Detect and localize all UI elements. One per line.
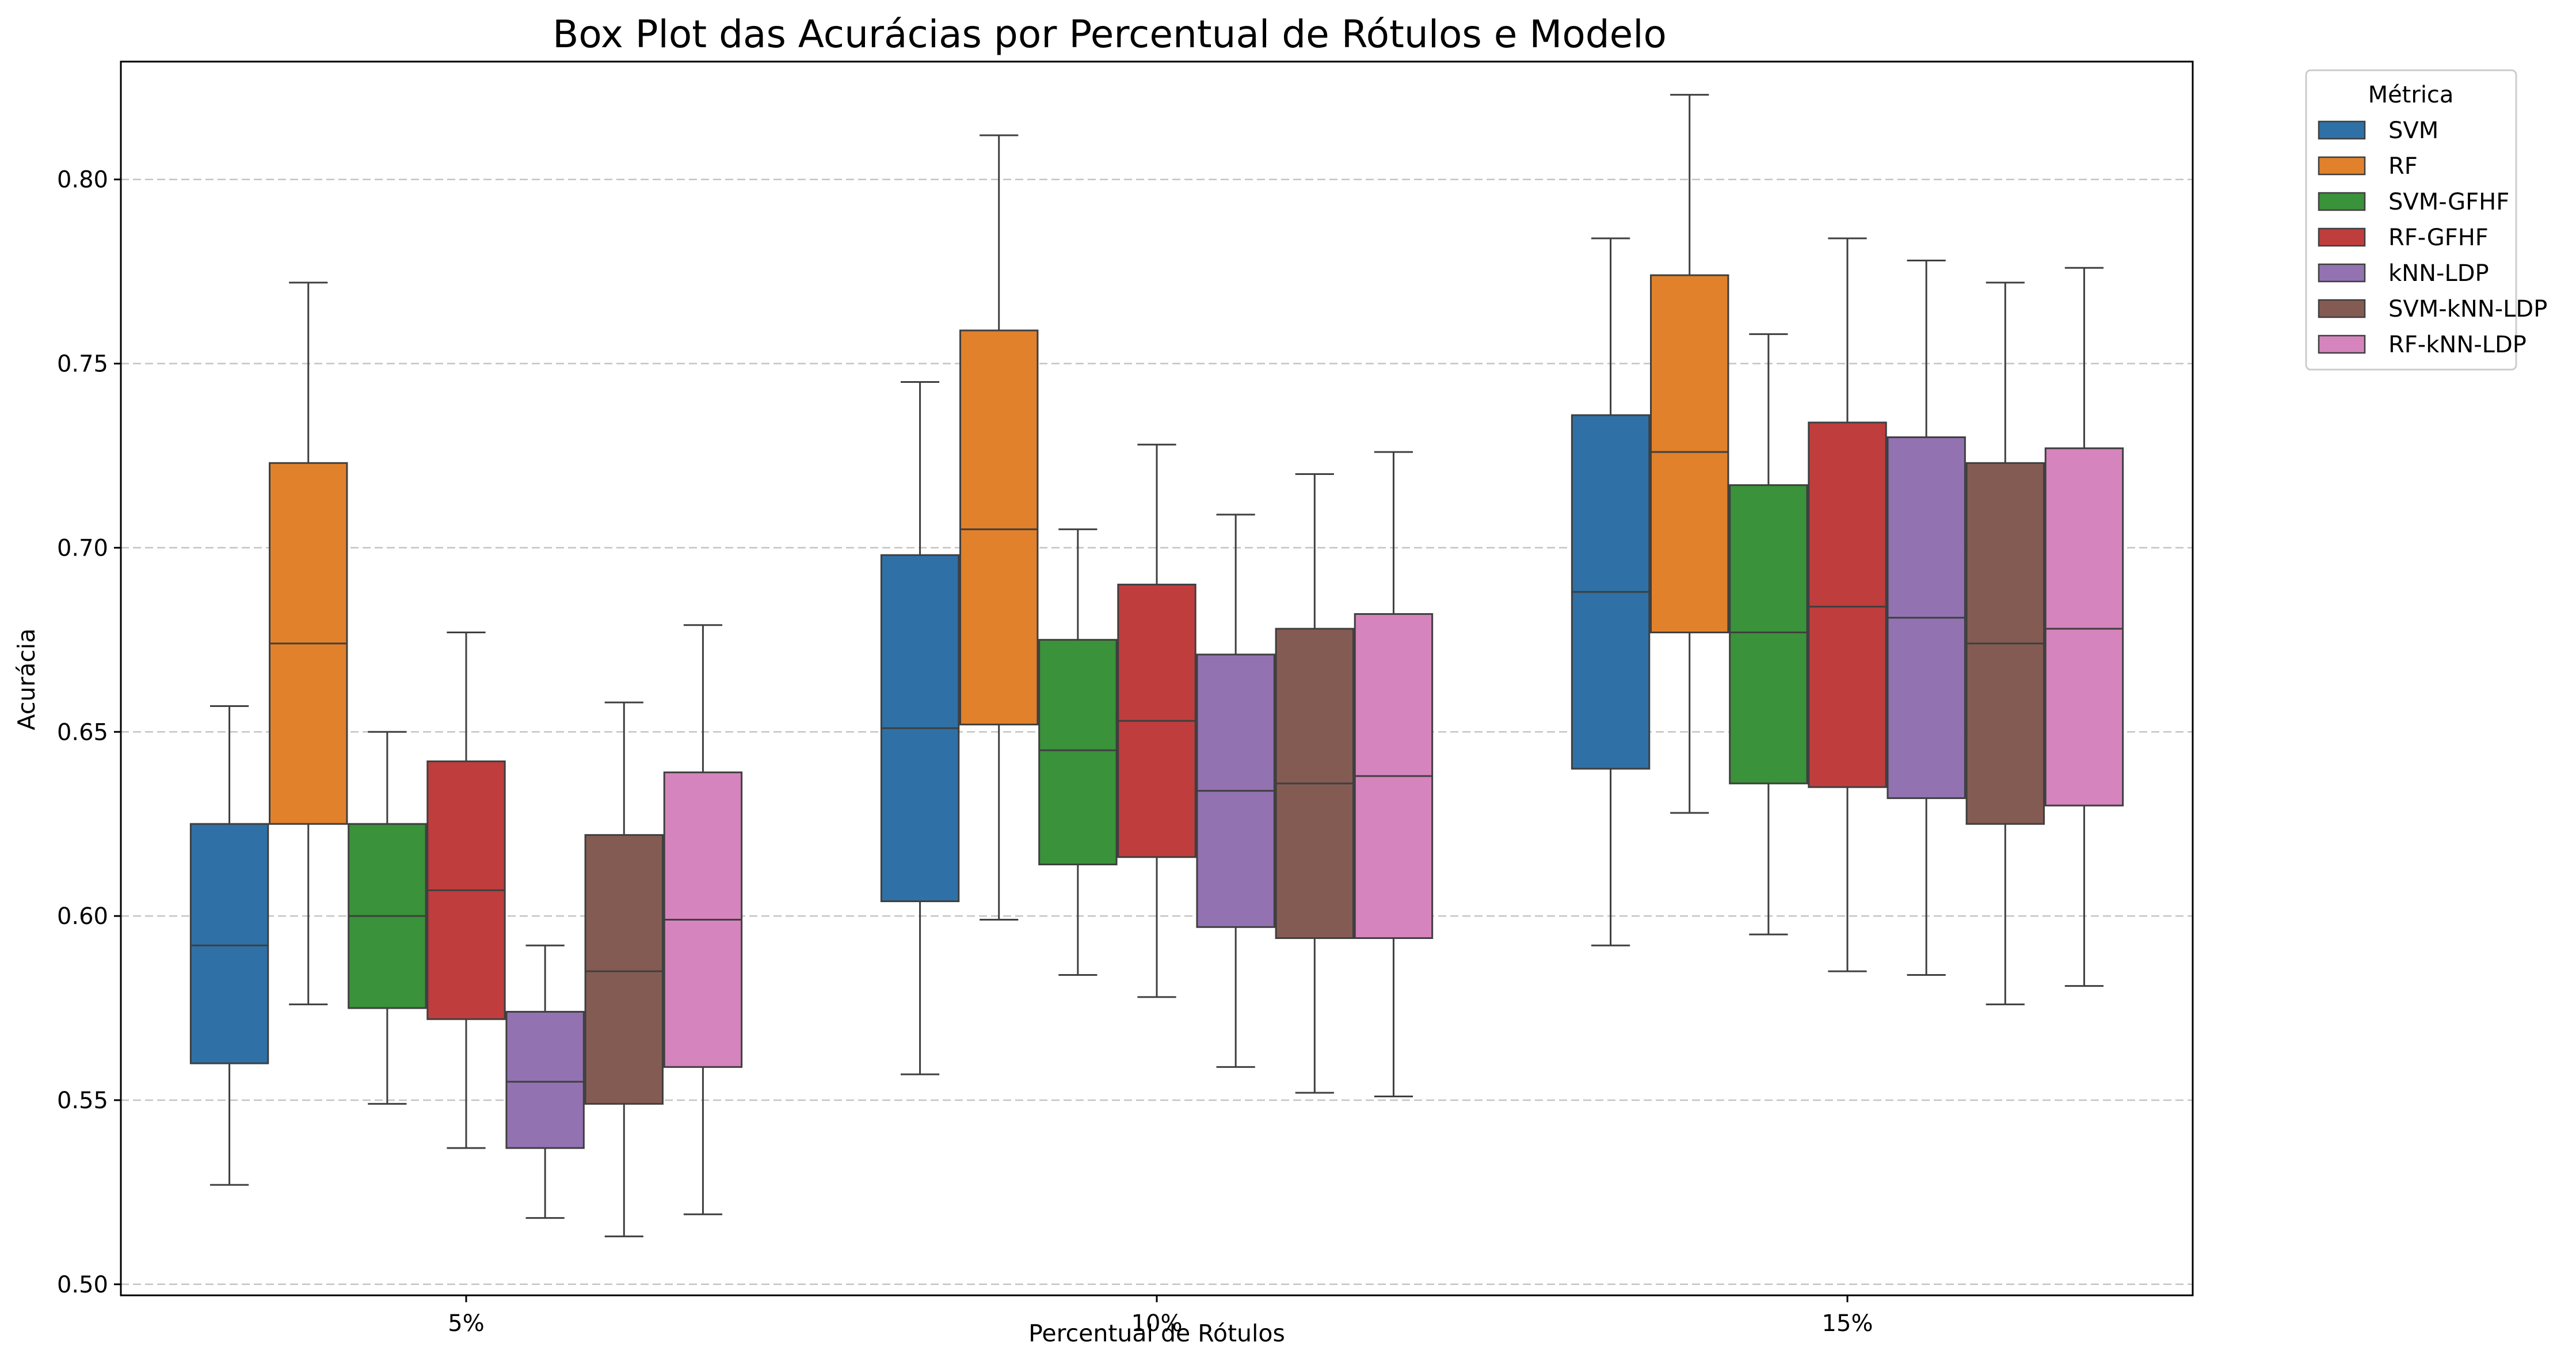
box-svm-2 (1571, 237, 1651, 946)
y-axis-label: Acurácia (13, 629, 40, 731)
legend-swatch-svm-gfhf (2318, 192, 2366, 211)
box-rf-knn-ldp-2 (2044, 267, 2124, 987)
y-tick-label: 0.70 (57, 535, 108, 561)
legend-swatch-rf-knn-ldp (2318, 334, 2366, 354)
box-svm-1 (880, 381, 960, 1075)
legend-label-rf-knn-ldp: RF-kNN-LDP (2388, 332, 2527, 358)
box-iqr (1038, 638, 1118, 866)
box-knn-ldp-1 (1196, 514, 1275, 1068)
chart-title: Box Plot das Acurácias por Percentual de… (552, 12, 1667, 56)
box-iqr (2044, 447, 2124, 807)
legend-label-svm-knn-ldp: SVM-kNN-LDP (2388, 296, 2547, 322)
legend-title: Métrica (2368, 82, 2454, 108)
box-knn-ldp-0 (505, 944, 585, 1219)
box-iqr (189, 823, 269, 1064)
legend-swatch-rf-gfhf (2318, 227, 2366, 247)
x-axis-label: Percentual de Rótulos (1028, 1320, 1285, 1347)
box-rf-gfhf-0 (426, 632, 506, 1149)
box-iqr (1808, 421, 1887, 788)
x-tick-label: 15% (1822, 1310, 1873, 1337)
legend: Métrica SVM RF SVM-GFHF RF-GFHF kNN-LDP SVM-k… (2305, 69, 2547, 371)
y-tick-label: 0.65 (57, 719, 108, 746)
box-svm-gfhf-0 (348, 731, 427, 1105)
legend-swatch-svm (2318, 120, 2366, 140)
box-rf-1 (959, 134, 1039, 921)
legend-label-svm-gfhf: SVM-GFHF (2388, 189, 2509, 215)
x-tick-label: 10% (1131, 1310, 1183, 1337)
y-tick-label: 0.50 (57, 1272, 108, 1298)
legend-label-svm: SVM (2388, 117, 2438, 144)
x-axis-ticks: 5% 10% 15% (448, 1295, 1873, 1337)
box-svm-knn-ldp-0 (584, 701, 664, 1238)
y-tick-label: 0.55 (57, 1088, 108, 1114)
legend-label-rf-gfhf: RF-GFHF (2388, 225, 2489, 251)
box-rf-2 (1650, 94, 1729, 814)
x-tick-label: 5% (448, 1310, 484, 1337)
box-knn-ldp-2 (1887, 259, 1966, 976)
legend-label-rf: RF (2388, 153, 2418, 180)
box-iqr (505, 1010, 585, 1149)
box-rf-gfhf-1 (1117, 443, 1196, 998)
box-iqr (1650, 274, 1729, 634)
legend-swatch-knn-ldp (2318, 263, 2366, 283)
legend-frame (2305, 69, 2517, 371)
box-svm-knn-ldp-1 (1275, 473, 1354, 1094)
y-tick-label: 0.80 (57, 167, 108, 193)
legend-swatch-svm-knn-ldp (2318, 299, 2366, 318)
box-iqr (584, 834, 664, 1105)
y-axis-ticks: 0.50 0.55 0.60 0.65 0.70 0.75 0.80 (57, 167, 121, 1298)
box-svm-gfhf-2 (1729, 333, 1808, 936)
box-rf-knn-ldp-0 (663, 624, 743, 1215)
box-svm-gfhf-1 (1038, 528, 1118, 976)
box-rf-0 (269, 282, 348, 1006)
legend-label-knn-ldp: kNN-LDP (2388, 260, 2489, 287)
box-iqr (1729, 484, 1808, 785)
box-plot-marks (189, 94, 2124, 1238)
box-iqr (959, 329, 1039, 725)
box-rf-gfhf-2 (1808, 237, 1887, 972)
box-rf-knn-ldp-1 (1354, 451, 1434, 1098)
y-tick-label: 0.60 (57, 903, 108, 930)
y-tick-label: 0.75 (57, 351, 108, 378)
legend-swatch-rf (2318, 156, 2366, 176)
box-svm-knn-ldp-2 (1965, 282, 2045, 1006)
box-svm-0 (189, 705, 269, 1186)
